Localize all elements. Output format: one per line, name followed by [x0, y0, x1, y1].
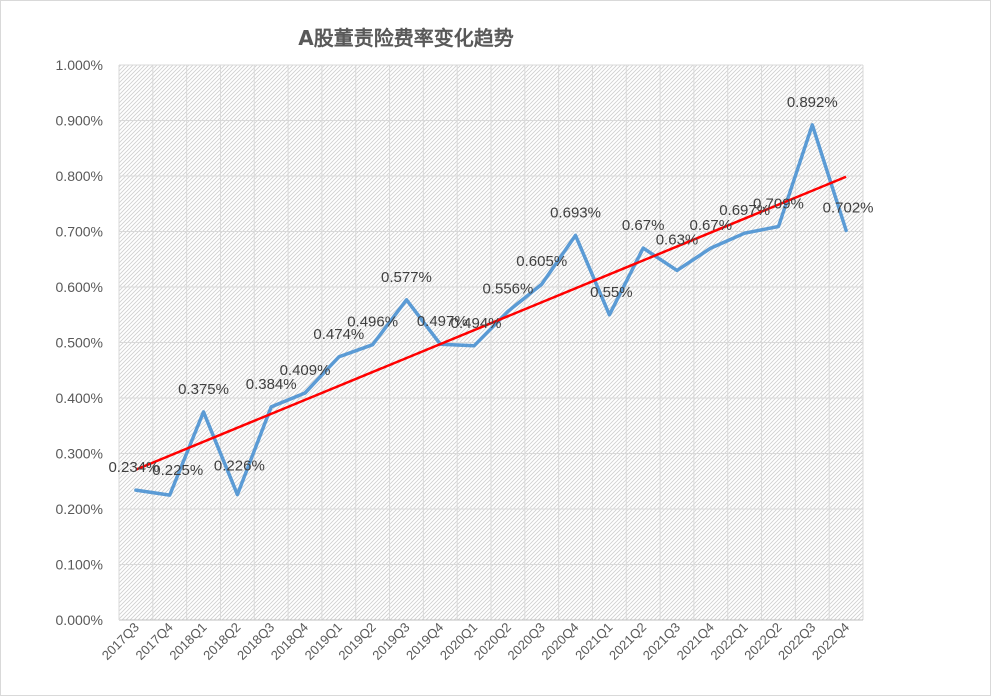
chart-title: A股董责险费率变化趋势: [298, 26, 513, 50]
trend-line: [135, 175, 847, 471]
data-label: 0.605%: [516, 253, 567, 270]
y-tick-label: 0.600%: [56, 279, 103, 295]
data-label: 0.63%: [656, 231, 699, 248]
data-label: 0.384%: [246, 376, 297, 393]
y-tick-label: 0.300%: [56, 446, 103, 462]
data-label: 0.375%: [178, 381, 229, 398]
y-tick-label: 0.800%: [56, 168, 103, 184]
y-tick-label: 0.700%: [56, 224, 103, 240]
axes: [118, 65, 863, 621]
y-tick-label: 0.400%: [56, 390, 103, 406]
data-label: 0.67%: [690, 217, 733, 234]
y-tick-label: 0.000%: [56, 612, 103, 628]
gridlines: [119, 64, 864, 620]
data-label: 0.67%: [622, 217, 665, 234]
data-label: 0.225%: [152, 462, 203, 479]
data-label: 0.702%: [823, 199, 874, 216]
y-tick-label: 0.500%: [56, 335, 103, 351]
data-label: 0.474%: [313, 326, 364, 343]
y-tick-label: 0.100%: [56, 557, 103, 573]
series-line: [134, 123, 848, 497]
data-label: 0.693%: [550, 204, 601, 221]
data-label: 0.494%: [451, 315, 502, 332]
y-axis-ticks: 0.000% 0.100% 0.200% 0.300% 0.400% 0.500% 0.60…: [56, 57, 103, 628]
y-tick-label: 1.000%: [56, 57, 103, 73]
data-label: 0.55%: [590, 284, 633, 301]
y-tick-label: 0.900%: [56, 113, 103, 129]
trend-layer: [135, 175, 847, 471]
data-label: 0.577%: [381, 269, 432, 286]
data-label: 0.697%: [719, 202, 770, 219]
data-label: 0.409%: [280, 362, 331, 379]
data-label: 0.497%: [417, 313, 468, 330]
data-labels: 0.234%0.225% 0.375% 0.226% 0.384%0.409% 0.47…: [108, 94, 873, 479]
y-tick-label: 0.200%: [56, 501, 103, 517]
x-tick-label: 2022Q4: [809, 620, 852, 663]
data-label: 0.496%: [347, 314, 398, 331]
data-label: 0.234%: [108, 459, 159, 476]
data-label: 0.226%: [214, 458, 265, 475]
x-axis-ticks: 2017Q32017Q42018Q12018Q22018Q32018Q42019…: [99, 620, 853, 663]
series-layer: [134, 123, 848, 497]
data-label: 0.892%: [787, 94, 838, 111]
data-label: 0.709%: [753, 196, 804, 213]
data-label: 0.556%: [482, 280, 533, 297]
